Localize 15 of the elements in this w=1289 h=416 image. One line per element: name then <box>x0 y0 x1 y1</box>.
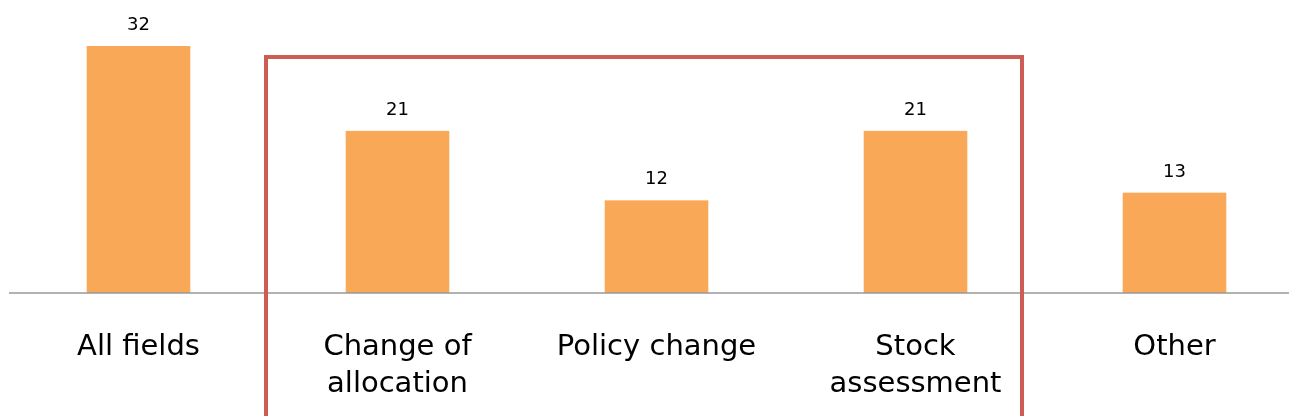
data-label: 21 <box>904 97 927 119</box>
x-tick-label: All fields <box>77 328 200 362</box>
bar <box>345 130 450 293</box>
bar <box>604 200 709 293</box>
bar <box>1122 192 1227 293</box>
data-label: 32 <box>127 13 150 34</box>
x-tick-label: Other <box>1133 328 1216 362</box>
data-label: 13 <box>1163 159 1186 181</box>
data-label: 12 <box>645 167 668 189</box>
x-tick-label: Change of allocation <box>323 328 473 399</box>
data-label: 21 <box>386 97 409 119</box>
x-tick-label: Policy change <box>556 328 757 362</box>
bar <box>863 130 968 293</box>
x-tick-label: Stock assessment <box>829 328 1002 399</box>
bar <box>86 46 191 293</box>
